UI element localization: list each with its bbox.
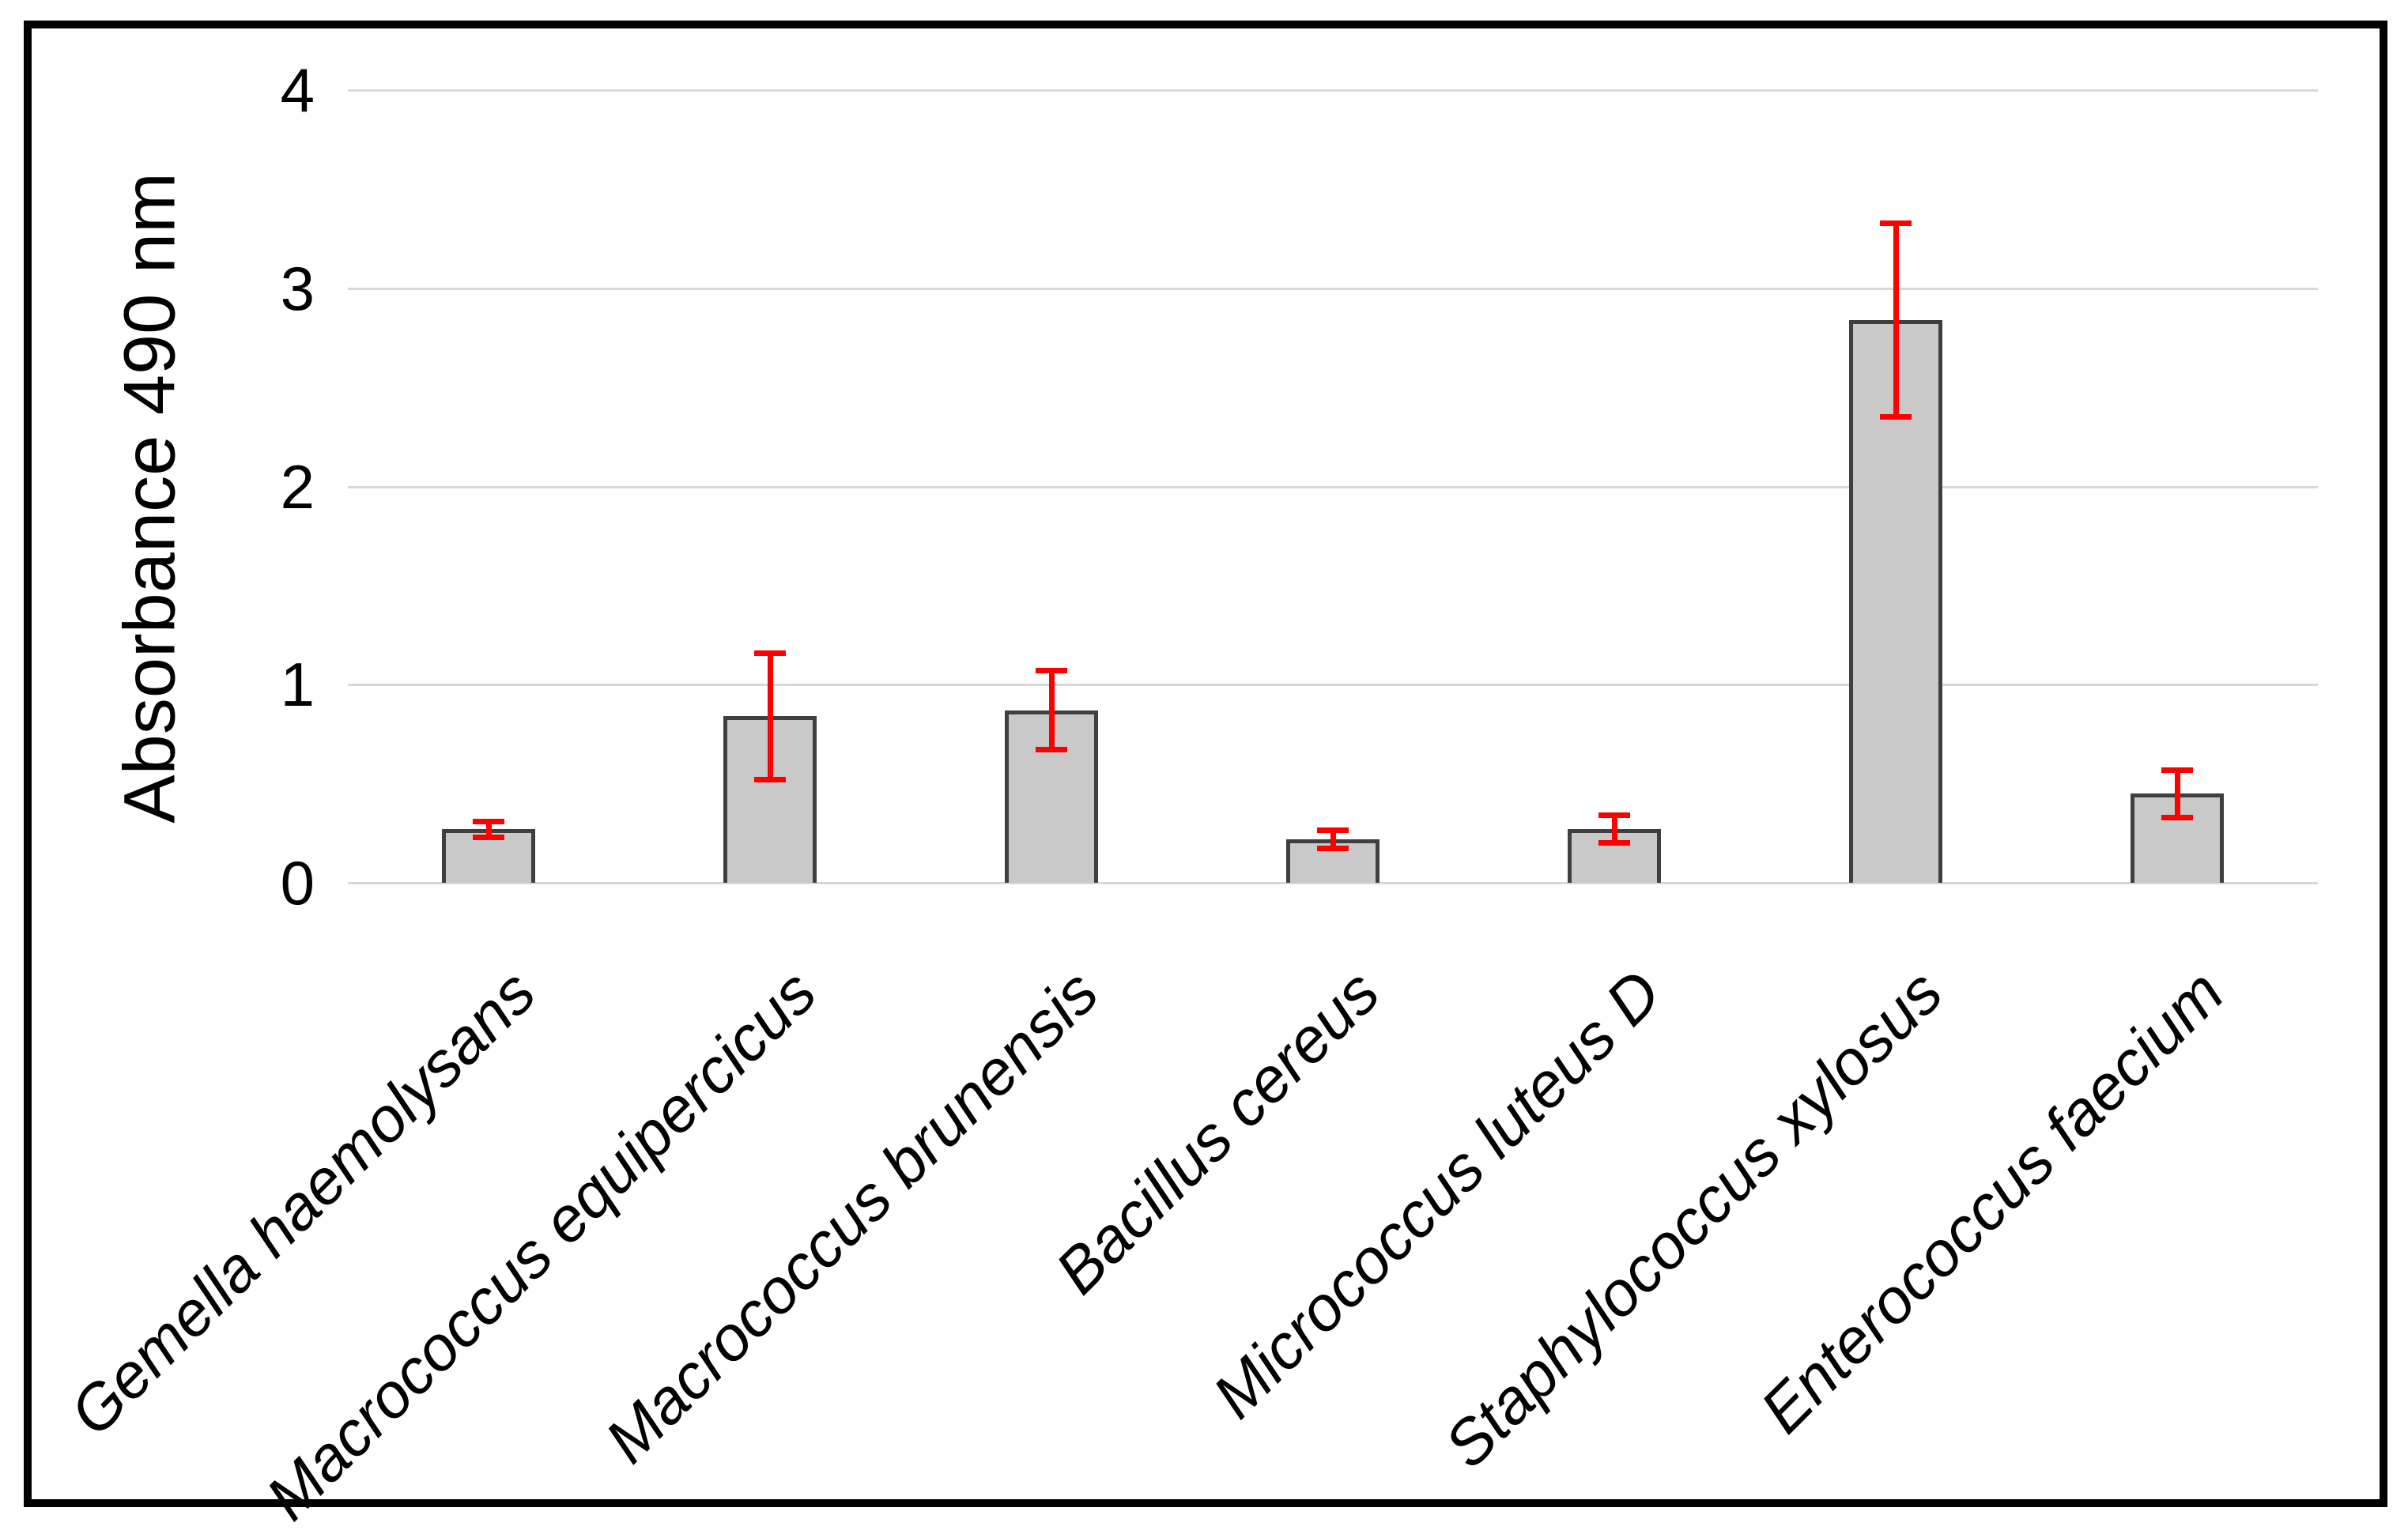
error-bar-cap-bottom-3 — [1036, 747, 1067, 753]
gridline-y3 — [348, 287, 2318, 290]
error-bar-line-3 — [1048, 670, 1055, 750]
error-bar-line-6 — [1893, 223, 1899, 417]
plot-area — [348, 89, 2318, 884]
error-bar-cap-bottom-5 — [1598, 840, 1630, 846]
error-bar-line-4 — [1330, 830, 1336, 849]
error-bar-cap-top-7 — [2161, 767, 2193, 773]
gridline-y0 — [348, 882, 2318, 884]
y-tick-label-2: 2 — [280, 451, 315, 522]
error-bar-cap-bottom-4 — [1317, 845, 1349, 851]
y-tick-label-3: 3 — [280, 253, 315, 323]
error-bar-line-2 — [767, 653, 773, 780]
error-bar-cap-top-4 — [1317, 827, 1349, 834]
gridline-y2 — [348, 485, 2318, 488]
error-bar-cap-bottom-2 — [754, 777, 786, 783]
error-bar-line-1 — [485, 821, 492, 838]
error-bar-cap-bottom-6 — [1880, 414, 1912, 420]
gridline-y4 — [348, 89, 2318, 92]
y-tick-label-1: 1 — [280, 650, 315, 720]
error-bar-line-7 — [2174, 770, 2180, 818]
error-bar-cap-top-3 — [1036, 668, 1067, 674]
error-bar-cap-top-2 — [754, 650, 786, 656]
error-bar-cap-top-5 — [1598, 812, 1630, 819]
figure-border — [24, 21, 2387, 1507]
error-bar-cap-top-1 — [473, 818, 504, 824]
error-bar-cap-bottom-1 — [473, 834, 504, 840]
error-bar-cap-bottom-7 — [2161, 814, 2193, 820]
y-tick-label-0: 0 — [280, 848, 315, 918]
error-bar-cap-top-6 — [1880, 220, 1912, 226]
gridline-y1 — [348, 684, 2318, 687]
error-bar-line-5 — [1611, 815, 1617, 843]
y-tick-label-4: 4 — [280, 55, 315, 125]
